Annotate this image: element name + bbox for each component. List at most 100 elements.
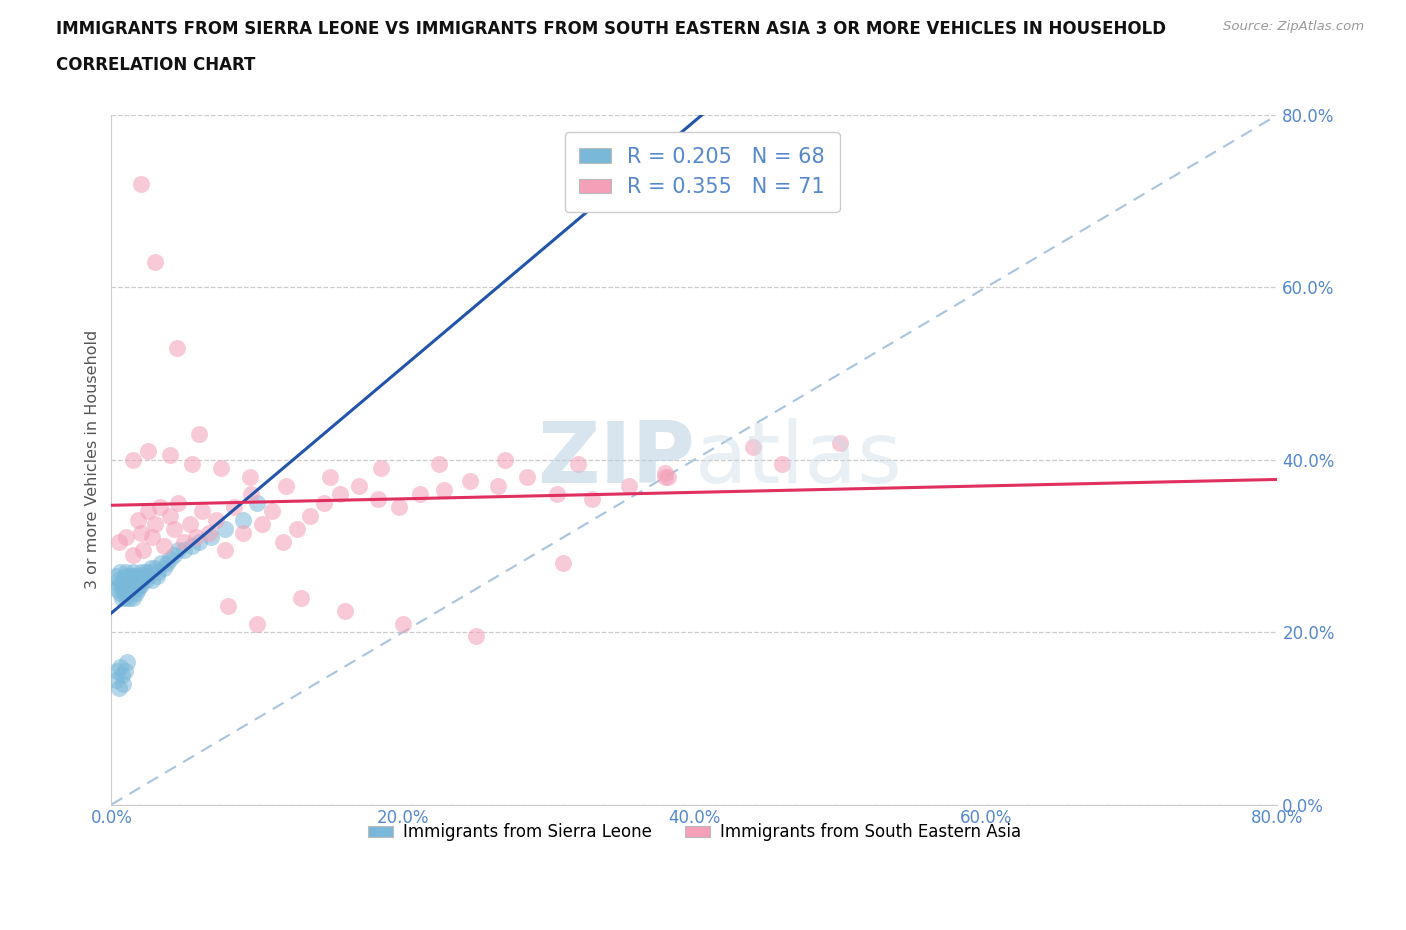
Point (128, 573, 150, 588)
Point (486, 478, 509, 493)
Point (214, 522, 236, 537)
Point (187, 534, 209, 549)
Point (107, 578, 129, 592)
Point (107, 534, 129, 549)
Point (246, 616, 269, 631)
Point (494, 452, 516, 467)
Point (114, 568, 136, 583)
Point (108, 586, 131, 601)
Point (110, 668, 132, 683)
Point (464, 629, 486, 644)
Point (118, 591, 141, 605)
Point (370, 461, 392, 476)
Point (319, 470, 342, 485)
Point (105, 663, 128, 678)
Point (131, 573, 153, 588)
Point (273, 534, 295, 549)
Point (146, 565, 169, 579)
Point (553, 556, 575, 571)
Point (129, 565, 152, 579)
Point (567, 457, 589, 472)
Point (167, 543, 190, 558)
Point (136, 568, 159, 583)
Point (333, 604, 356, 618)
Point (654, 465, 676, 480)
Point (159, 448, 181, 463)
Point (427, 457, 450, 472)
Point (122, 591, 145, 605)
Point (260, 504, 283, 519)
Point (191, 504, 214, 519)
Point (129, 177, 152, 192)
Point (516, 470, 538, 485)
Point (120, 581, 142, 596)
Point (156, 556, 179, 571)
Point (127, 568, 149, 583)
Point (122, 452, 145, 467)
Point (138, 565, 160, 579)
Point (141, 573, 163, 588)
Point (105, 581, 128, 596)
Text: IMMIGRANTS FROM SIERRA LEONE VS IMMIGRANTS FROM SOUTH EASTERN ASIA 3 OR MORE VEH: IMMIGRANTS FROM SIERRA LEONE VS IMMIGRAN… (56, 20, 1166, 38)
Point (276, 478, 298, 493)
Point (581, 491, 603, 506)
Legend: Immigrants from Sierra Leone, Immigrants from South Eastern Asia: Immigrants from Sierra Leone, Immigrants… (361, 817, 1028, 848)
Point (121, 578, 143, 592)
Point (110, 591, 132, 605)
Point (298, 509, 321, 524)
Point (148, 499, 170, 514)
Point (387, 499, 409, 514)
Point (173, 543, 195, 558)
Point (250, 517, 273, 532)
Point (125, 586, 148, 601)
Point (107, 681, 129, 696)
Point (180, 538, 202, 553)
Point (112, 573, 135, 588)
Point (367, 491, 389, 506)
Text: atlas: atlas (695, 418, 903, 501)
Point (112, 676, 135, 691)
Point (329, 486, 352, 501)
Point (239, 470, 262, 485)
Point (409, 486, 432, 501)
Point (122, 565, 145, 579)
Point (546, 486, 568, 501)
Point (205, 512, 228, 527)
Point (232, 512, 254, 527)
Point (187, 427, 209, 442)
Point (770, 457, 793, 472)
Point (433, 483, 456, 498)
Point (129, 578, 152, 592)
Point (180, 457, 202, 472)
Point (139, 560, 162, 575)
Point (108, 659, 131, 674)
Point (240, 486, 263, 501)
Text: Source: ZipAtlas.com: Source: ZipAtlas.com (1223, 20, 1364, 33)
Y-axis label: 3 or more Vehicles in Household: 3 or more Vehicles in Household (86, 330, 100, 590)
Point (128, 578, 150, 592)
Point (246, 496, 269, 511)
Point (167, 496, 190, 511)
Point (392, 616, 415, 631)
Point (112, 581, 135, 596)
Point (124, 568, 146, 583)
Point (122, 547, 145, 562)
Point (830, 435, 852, 450)
Point (136, 504, 159, 519)
Point (114, 586, 136, 601)
Point (222, 499, 245, 514)
Point (104, 672, 127, 687)
Point (115, 530, 138, 545)
Point (617, 478, 640, 493)
Point (285, 522, 308, 537)
Point (127, 512, 149, 527)
Text: CORRELATION CHART: CORRELATION CHART (56, 56, 256, 73)
Point (654, 470, 676, 485)
Point (153, 538, 176, 553)
Point (141, 530, 163, 545)
Point (458, 474, 481, 489)
Point (741, 439, 763, 454)
Point (314, 496, 336, 511)
Point (120, 573, 142, 588)
Point (129, 525, 152, 540)
